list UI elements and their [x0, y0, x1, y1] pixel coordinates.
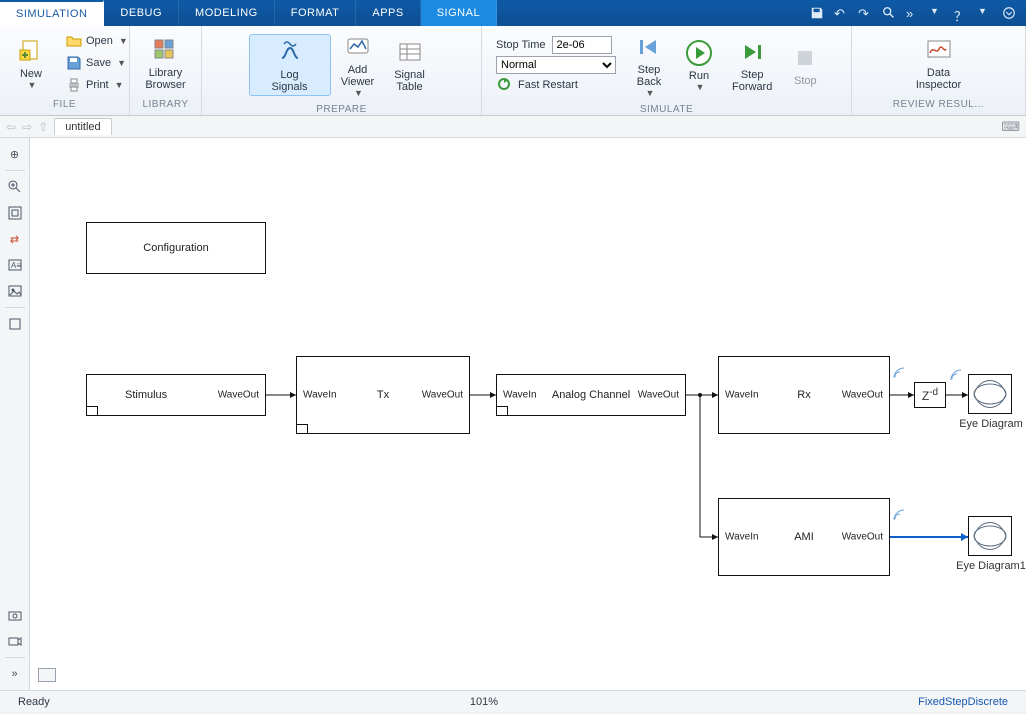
- tab-debug[interactable]: DEBUG: [104, 0, 179, 26]
- save-button[interactable]: Save▼: [62, 53, 132, 73]
- screenshot-icon[interactable]: [5, 605, 25, 625]
- model-tab[interactable]: untitled: [54, 118, 111, 135]
- printer-icon: [66, 77, 82, 93]
- toolstrip: New ▼ Open▼ Save▼ Print▼ FILE: [0, 26, 1026, 116]
- log-signals-label: Log Signals: [271, 69, 307, 93]
- data-inspector-button[interactable]: Data Inspector: [908, 33, 969, 93]
- more-icon[interactable]: »: [906, 6, 920, 20]
- add-viewer-label: Add Viewer: [341, 64, 374, 88]
- step-forward-button[interactable]: Step Forward: [724, 35, 780, 95]
- stop-button[interactable]: Stop: [780, 41, 830, 89]
- stop-label: Stop: [794, 75, 817, 87]
- run-label: Run: [689, 70, 709, 82]
- open-button[interactable]: Open▼: [62, 31, 132, 51]
- chevron-down-icon: ▼: [28, 80, 37, 90]
- tab-format[interactable]: FORMAT: [275, 0, 357, 26]
- group-prepare: Log Signals Add Viewer ▼ Signal Table PR…: [202, 26, 482, 115]
- help-icon[interactable]: ？: [954, 6, 968, 20]
- wires: [30, 138, 1026, 690]
- stoptime-input[interactable]: [552, 36, 612, 54]
- toggle-io-icon[interactable]: ⇄: [5, 229, 25, 249]
- group-prepare-label: PREPARE: [202, 104, 481, 115]
- group-file-label: FILE: [0, 99, 129, 115]
- qat-dropdown-icon[interactable]: ▼: [930, 6, 944, 20]
- canvas[interactable]: Configuration Stimulus WaveOut WaveIn Tx…: [30, 138, 1026, 690]
- signal-table-label: Signal Table: [394, 69, 425, 93]
- image-icon[interactable]: [5, 281, 25, 301]
- stoptime-label: Stop Time: [496, 39, 546, 51]
- library-browser-button[interactable]: Library Browser: [137, 33, 193, 93]
- annotation-icon[interactable]: A≡: [5, 255, 25, 275]
- step-back-label: Step Back: [637, 64, 661, 88]
- library-browser-label: Library Browser: [145, 67, 185, 91]
- tab-signal[interactable]: SIGNAL: [421, 0, 497, 26]
- print-label: Print: [86, 79, 109, 91]
- status-solver[interactable]: FixedStepDiscrete: [908, 696, 1018, 708]
- tab-simulation[interactable]: SIMULATION: [0, 0, 104, 26]
- add-viewer-button[interactable]: Add Viewer ▼: [333, 30, 383, 100]
- viewmark-icon[interactable]: [5, 314, 25, 334]
- fast-restart-icon[interactable]: [496, 76, 512, 95]
- step-fwd-label: Step Forward: [732, 69, 772, 93]
- data-inspector-label: Data Inspector: [916, 67, 961, 91]
- step-back-button[interactable]: Step Back▼: [624, 30, 674, 100]
- svg-text:A≡: A≡: [11, 261, 21, 270]
- breadcrumb-bar: ⇦ ⇨ ⇧ untitled ⌨: [0, 116, 1026, 138]
- new-label: New: [20, 68, 42, 80]
- main-area: ⊕ ⇄ A≡ » Configuration Stimulus WaveOut: [0, 138, 1026, 690]
- group-library-label: LIBRARY: [130, 99, 201, 115]
- folder-open-icon: [66, 33, 82, 49]
- undo-icon[interactable]: ↶: [834, 6, 848, 20]
- group-simulate-label: SIMULATE: [482, 104, 851, 115]
- nav-up-icon[interactable]: ⇧: [38, 120, 48, 134]
- tab-modeling[interactable]: MODELING: [179, 0, 275, 26]
- group-review-label: REVIEW RESUL...: [852, 99, 1025, 115]
- signal-table-button[interactable]: Signal Table: [385, 35, 435, 95]
- run-button[interactable]: Run▼: [674, 36, 724, 94]
- status-zoom[interactable]: 101%: [60, 696, 908, 708]
- quick-access-toolbar: ↶ ↷ » ▼ ？ ▼: [800, 0, 1026, 26]
- expand-icon[interactable]: »: [5, 664, 25, 684]
- palette: ⊕ ⇄ A≡ »: [0, 138, 30, 690]
- collapse-toolstrip-icon[interactable]: [1002, 6, 1016, 20]
- status-bar: Ready 101% FixedStepDiscrete: [0, 690, 1026, 712]
- group-simulate: Stop Time Normal Fast Restart Step Back▼…: [482, 26, 852, 115]
- search-icon[interactable]: [882, 6, 896, 20]
- toolstrip-tabs: SIMULATION DEBUG MODELING FORMAT APPS SI…: [0, 0, 1026, 26]
- fit-icon[interactable]: [5, 203, 25, 223]
- log-signals-button[interactable]: Log Signals: [249, 34, 331, 96]
- record-icon[interactable]: [5, 631, 25, 651]
- print-button[interactable]: Print▼: [62, 75, 132, 95]
- disk-icon: [66, 55, 82, 71]
- keyboard-icon[interactable]: ⌨: [1001, 119, 1020, 135]
- group-review: Data Inspector REVIEW RESUL...: [852, 26, 1026, 115]
- nav-back-icon[interactable]: ⇦: [6, 120, 16, 134]
- fast-restart-label[interactable]: Fast Restart: [518, 79, 578, 91]
- nav-fwd-icon[interactable]: ⇨: [22, 120, 32, 134]
- group-library: Library Browser LIBRARY: [130, 26, 202, 115]
- open-label: Open: [86, 35, 113, 47]
- new-button[interactable]: New ▼: [6, 34, 56, 92]
- status-ready: Ready: [8, 696, 60, 708]
- sim-mode-select[interactable]: Normal: [496, 56, 616, 74]
- zoom-icon[interactable]: [5, 177, 25, 197]
- help-dropdown-icon[interactable]: ▼: [978, 6, 992, 20]
- tab-apps[interactable]: APPS: [356, 0, 420, 26]
- save-icon[interactable]: [810, 6, 824, 20]
- redo-icon[interactable]: ↷: [858, 6, 872, 20]
- palette-hide-icon[interactable]: ⊕: [5, 144, 25, 164]
- group-file: New ▼ Open▼ Save▼ Print▼ FILE: [0, 26, 130, 115]
- save-label: Save: [86, 57, 111, 69]
